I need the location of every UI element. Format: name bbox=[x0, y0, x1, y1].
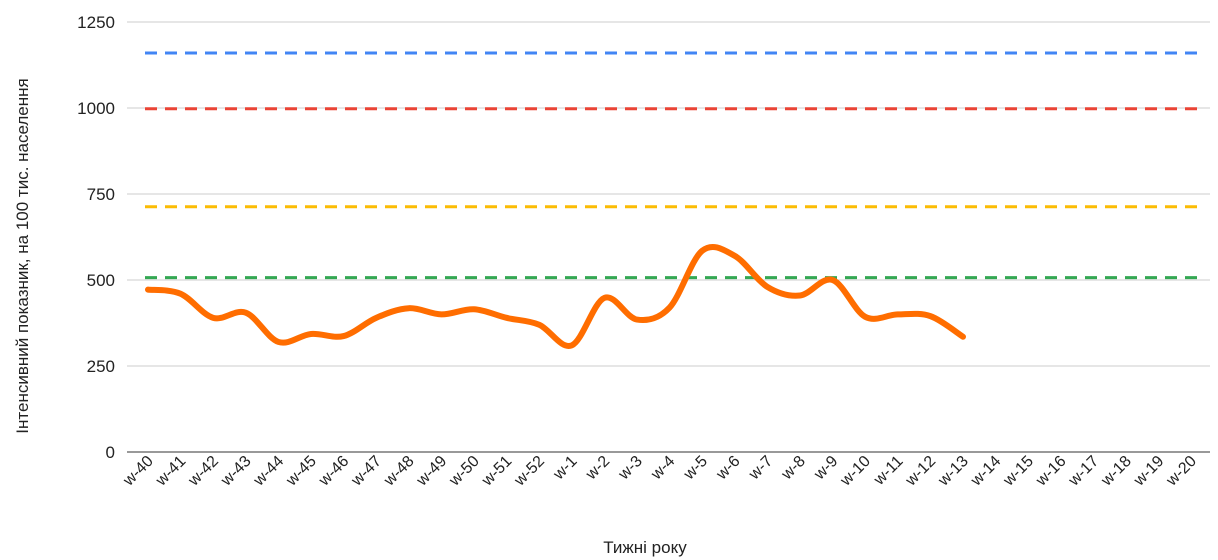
x-tick-label: w-17 bbox=[1065, 453, 1102, 490]
threshold-lines bbox=[145, 51, 1198, 280]
x-tick-label: w-18 bbox=[1098, 453, 1135, 490]
y-tick-label: 1000 bbox=[77, 99, 115, 118]
x-tick-label: w-3 bbox=[615, 453, 646, 484]
data-point bbox=[734, 255, 735, 256]
data-point bbox=[930, 316, 931, 317]
x-tick-label: w-45 bbox=[283, 453, 320, 490]
x-tick-label: w-49 bbox=[413, 453, 450, 490]
x-tick-label: w-40 bbox=[120, 453, 157, 490]
data-point bbox=[213, 317, 214, 318]
data-point bbox=[376, 317, 377, 318]
data-point bbox=[311, 334, 312, 335]
x-tick-label: w-47 bbox=[348, 453, 385, 490]
x-tick-label: w-52 bbox=[511, 453, 548, 490]
y-tick-label: 1250 bbox=[77, 13, 115, 32]
x-tick-label: w-6 bbox=[713, 453, 744, 484]
data-point bbox=[767, 286, 768, 287]
x-tick-label: w-41 bbox=[152, 453, 189, 490]
data-point bbox=[441, 314, 442, 315]
series-line bbox=[145, 244, 966, 349]
x-tick-label: w-4 bbox=[647, 453, 678, 484]
x-tick-label: w-20 bbox=[1163, 453, 1200, 490]
x-tick-label: w-10 bbox=[837, 453, 874, 490]
data-point bbox=[539, 324, 540, 325]
x-tick-label: w-15 bbox=[1000, 453, 1037, 490]
x-axis-ticks: w-40w-41w-42w-43w-44w-45w-46w-47w-48w-49… bbox=[120, 453, 1201, 490]
data-point bbox=[245, 312, 246, 313]
x-tick-label: w-14 bbox=[967, 453, 1004, 490]
y-axis-ticks: 0 250 500 750 1000 1250 bbox=[77, 13, 115, 462]
x-tick-label: w-8 bbox=[778, 453, 809, 484]
x-tick-label: w-50 bbox=[446, 453, 483, 490]
x-tick-label: w-11 bbox=[870, 453, 906, 489]
data-point bbox=[474, 309, 475, 310]
y-tick-label: 750 bbox=[87, 185, 115, 204]
x-tick-label: w-9 bbox=[810, 453, 841, 484]
data-point bbox=[963, 336, 964, 337]
x-tick-label: w-12 bbox=[902, 453, 939, 490]
x-tick-label: w-42 bbox=[185, 453, 222, 490]
data-point bbox=[604, 297, 605, 298]
data-point bbox=[702, 250, 703, 251]
data-point bbox=[865, 316, 866, 317]
data-point bbox=[571, 345, 572, 346]
data-point bbox=[800, 295, 801, 296]
data-point bbox=[278, 341, 279, 342]
data-point bbox=[408, 308, 409, 309]
y-axis-title: Інтенсивний показник, на 100 тис. населе… bbox=[13, 78, 32, 433]
data-point bbox=[669, 307, 670, 308]
data-point bbox=[343, 336, 344, 337]
x-tick-label: w-46 bbox=[315, 453, 352, 490]
x-tick-label: w-16 bbox=[1032, 453, 1069, 490]
data-point bbox=[832, 280, 833, 281]
x-tick-label: w-5 bbox=[680, 453, 711, 484]
x-tick-label: w-1 bbox=[550, 453, 581, 484]
gridlines bbox=[127, 21, 1210, 453]
x-tick-label: w-51 bbox=[478, 453, 515, 490]
data-point bbox=[506, 317, 507, 318]
data-point bbox=[637, 319, 638, 320]
x-tick-label: w-43 bbox=[217, 453, 254, 490]
x-tick-label: w-44 bbox=[250, 453, 287, 490]
data-point bbox=[897, 314, 898, 315]
data-point bbox=[180, 293, 181, 294]
x-axis-title: Тижні року bbox=[603, 538, 687, 557]
x-tick-label: w-2 bbox=[582, 453, 613, 484]
x-tick-label: w-48 bbox=[380, 453, 417, 490]
y-tick-label: 0 bbox=[106, 443, 115, 462]
y-tick-label: 500 bbox=[87, 271, 115, 290]
x-tick-label: w-13 bbox=[935, 453, 972, 490]
data-point bbox=[148, 289, 149, 290]
y-tick-label: 250 bbox=[87, 357, 115, 376]
series-layer bbox=[145, 244, 966, 349]
x-tick-label: w-19 bbox=[1130, 453, 1167, 490]
x-tick-label: w-7 bbox=[745, 453, 776, 484]
